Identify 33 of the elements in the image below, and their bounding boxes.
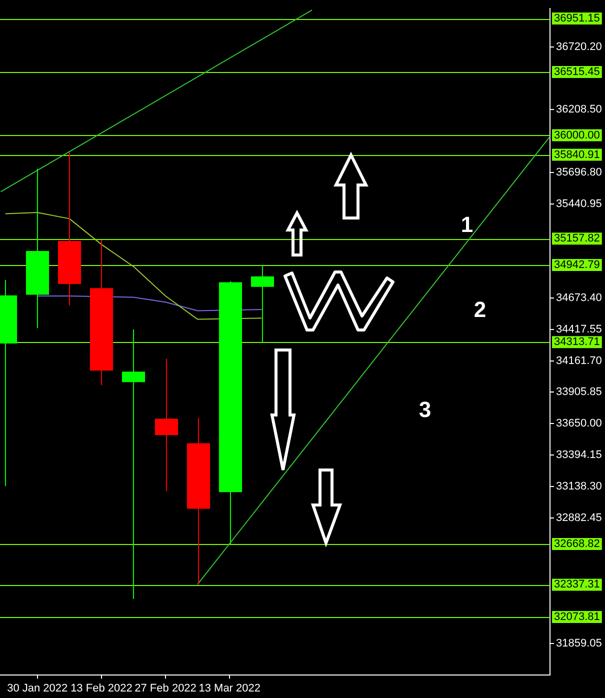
ref-line-label: 35840.91 — [554, 148, 600, 161]
ref-line-label: 36000.00 — [554, 129, 600, 142]
ref-line-label: 32668.82 — [554, 538, 600, 550]
y-tick-label: 31859.05 — [556, 637, 602, 650]
y-tick-label: 33650.00 — [556, 418, 602, 430]
ref-line-label: 34942.79 — [554, 259, 600, 271]
candlestick — [122, 328, 146, 600]
y-tick-label: 34161.70 — [556, 354, 602, 367]
y-tick-label: 35440.95 — [556, 198, 602, 210]
y-tick-label: 33905.85 — [556, 386, 602, 398]
ref-line-label: 32073.81 — [554, 611, 600, 624]
ref-line-label: 35157.82 — [554, 232, 600, 245]
y-tick-label: 36720.20 — [556, 40, 602, 53]
candlestick — [250, 264, 274, 343]
y-tick-label: 33394.15 — [556, 449, 602, 462]
ref-line-label: 34313.71 — [554, 336, 600, 348]
y-tick-label: 36208.50 — [556, 104, 602, 116]
y-tick-label: 34417.55 — [556, 323, 602, 336]
x-tick-label: 27 Feb 2022 — [134, 682, 196, 694]
candlestick — [154, 358, 178, 492]
y-tick-label: 33138.30 — [556, 480, 602, 492]
ref-line-label: 32337.31 — [554, 578, 600, 591]
x-tick-label: 30 Jan 2022 — [7, 682, 68, 694]
annotation: 1 — [460, 212, 474, 238]
annotation: 3 — [418, 397, 432, 422]
x-tick-label: 13 Feb 2022 — [70, 682, 132, 694]
annotation: 2 — [474, 297, 486, 322]
ref-line-label: 36515.45 — [554, 66, 600, 78]
y-tick-label: 34673.40 — [556, 292, 602, 304]
ref-line-label: 36951.15 — [554, 12, 600, 25]
x-tick-label: 13 Mar 2022 — [198, 682, 260, 694]
y-tick-label: 32882.45 — [556, 512, 602, 524]
y-tick-label: 35696.80 — [556, 166, 602, 178]
